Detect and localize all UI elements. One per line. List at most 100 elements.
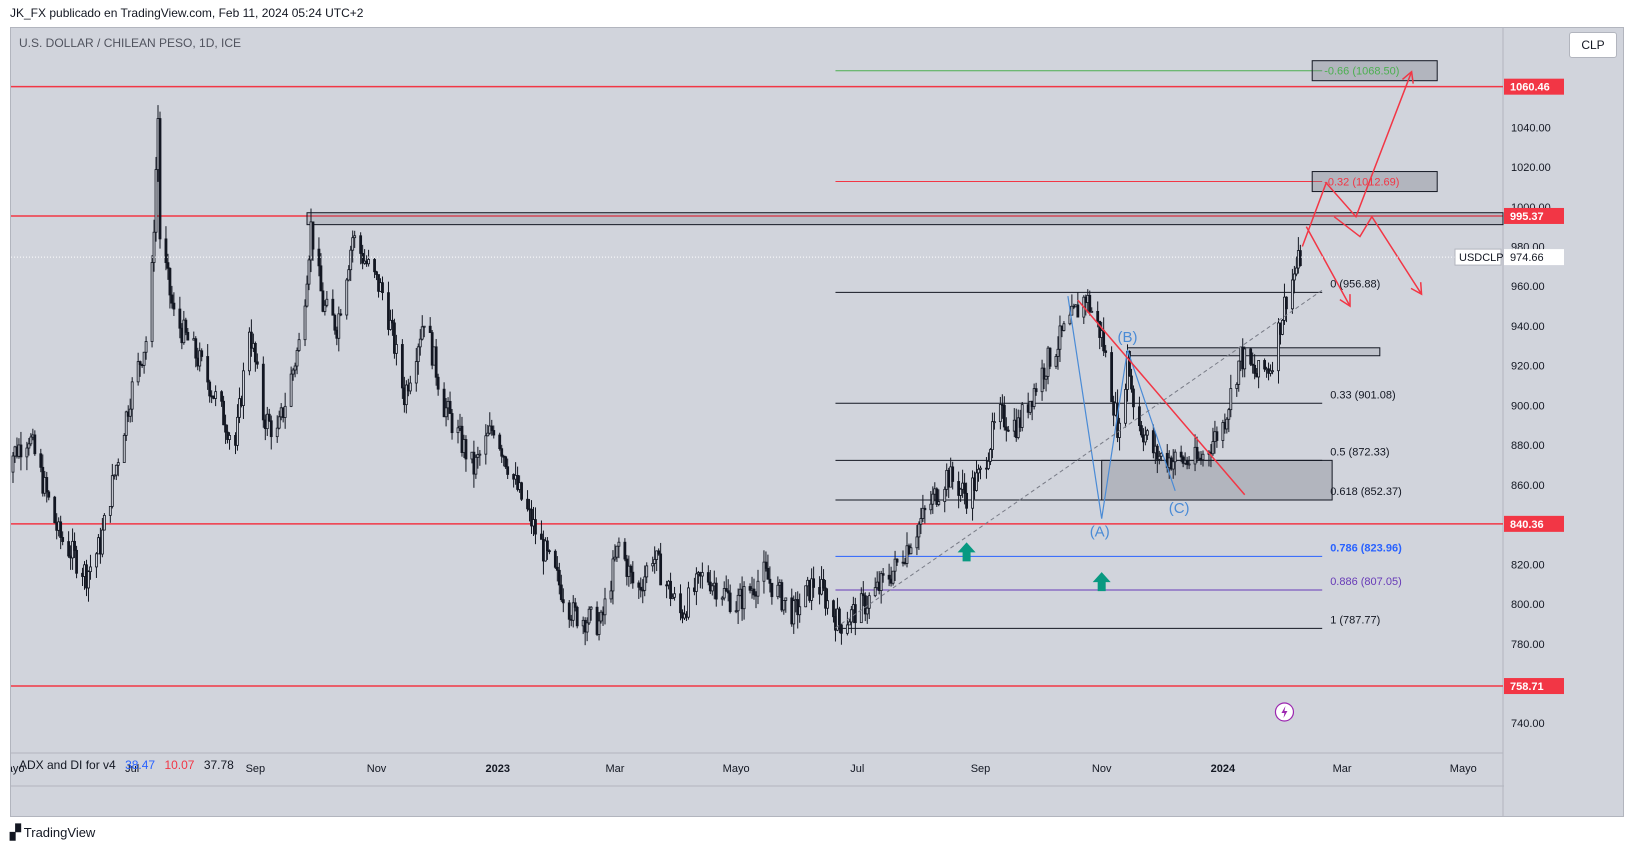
chart-canvas[interactable]: 740.00760.00780.00800.00820.00840.00860.… — [11, 28, 1623, 816]
candle-body — [611, 558, 615, 592]
candle-body — [114, 464, 118, 476]
candle-body — [353, 235, 357, 239]
y-tick-label: 800.00 — [1511, 599, 1545, 611]
candle-body — [603, 598, 607, 616]
candle-body — [655, 550, 659, 560]
candle-body — [130, 381, 134, 410]
candle-body — [504, 456, 508, 468]
candle-body — [687, 587, 690, 618]
wave-label-B: (B) — [1118, 329, 1138, 346]
level-axis-badge — [1504, 207, 1564, 224]
candle-body — [164, 238, 168, 264]
candle-body — [325, 298, 329, 306]
candle-body — [1185, 459, 1189, 465]
candle-body — [166, 262, 170, 269]
candle-body — [345, 279, 349, 316]
projection-arrowhead-icon — [1339, 294, 1351, 308]
candle-body — [416, 346, 420, 362]
candle-body — [573, 602, 577, 608]
candle-body — [375, 271, 378, 275]
candle-body — [434, 346, 438, 378]
candle-body — [108, 506, 112, 516]
candle-body — [186, 331, 190, 341]
x-tick-label: Nov — [1092, 763, 1112, 775]
candle-body — [780, 582, 784, 611]
fib-label-1: 1 (787.77) — [1330, 614, 1380, 626]
candle-body — [959, 488, 963, 496]
candle-body — [736, 594, 740, 612]
candle-body — [170, 294, 174, 304]
candle-body — [695, 573, 698, 592]
candle-body — [87, 571, 90, 589]
candle-body — [47, 491, 51, 498]
candle-body — [474, 456, 478, 475]
candle-body — [673, 593, 676, 598]
candle-body — [393, 322, 396, 354]
chart-pane[interactable]: 740.00760.00780.00800.00820.00840.00860.… — [10, 27, 1624, 817]
candle-body — [631, 571, 635, 584]
candle-body — [400, 344, 404, 389]
candle-body — [1002, 404, 1006, 428]
candle-body — [957, 481, 961, 496]
candle-body — [840, 624, 843, 634]
candle-body — [102, 514, 106, 531]
candle-body — [637, 582, 641, 588]
candle-body — [776, 584, 780, 598]
candle-body — [1159, 452, 1163, 457]
candle-body — [546, 540, 549, 552]
candle-body — [124, 411, 128, 436]
candle-body — [1173, 451, 1177, 463]
candle-body — [585, 622, 589, 633]
indicator-legend[interactable]: ADX and DI for v4 38.47 10.07 37.78 — [19, 758, 240, 772]
candle-body — [748, 586, 752, 591]
candle-body — [1187, 463, 1191, 466]
candle-body — [29, 436, 33, 445]
candle-body — [587, 608, 591, 624]
candle-body — [347, 269, 351, 281]
candle-body — [557, 569, 561, 586]
candle-body — [935, 488, 939, 505]
candle-body — [766, 567, 770, 580]
candle-body — [391, 319, 394, 324]
candle-body — [220, 391, 223, 402]
candle-body — [408, 382, 412, 392]
candle-body — [561, 599, 565, 604]
current-price-badge — [1504, 249, 1564, 266]
candle-body — [295, 350, 299, 367]
y-tick-label: 780.00 — [1511, 639, 1545, 651]
y-tick-label: 860.00 — [1511, 480, 1545, 492]
candle-body — [979, 467, 982, 470]
candle-body — [909, 547, 913, 555]
candle-body — [476, 454, 480, 458]
currency-button[interactable]: CLP — [1569, 32, 1617, 58]
candle-body — [987, 460, 990, 469]
candle-body — [895, 558, 899, 563]
candle-body — [200, 350, 204, 357]
candle-body — [95, 553, 98, 568]
candle-body — [1221, 422, 1225, 441]
level-axis-label: 995.37 — [1510, 211, 1544, 223]
y-tick-label: 900.00 — [1511, 400, 1545, 412]
candle-body — [1155, 445, 1159, 460]
candle-body — [228, 435, 231, 440]
candle-body — [1145, 430, 1149, 436]
candle-body — [1253, 364, 1257, 374]
candle-body — [865, 607, 869, 615]
candle-body — [247, 331, 251, 372]
candle-body — [138, 361, 142, 366]
candle-body — [613, 556, 617, 560]
candle-body — [128, 408, 132, 417]
candle-body — [921, 507, 925, 519]
candle-body — [283, 405, 287, 418]
candle-body — [917, 523, 921, 538]
candle-body — [39, 453, 43, 468]
candle-body — [464, 439, 468, 460]
candle-body — [1098, 320, 1102, 338]
candle-body — [1229, 388, 1233, 411]
candle-body — [351, 237, 355, 251]
candle-body — [720, 597, 724, 600]
publish-header: JK_FX publicado en TradingView.com, Feb … — [0, 0, 1634, 26]
footer-brand: TradingView — [23, 824, 96, 840]
current-price-label: 974.66 — [1510, 252, 1544, 264]
candle-body — [1257, 360, 1261, 378]
